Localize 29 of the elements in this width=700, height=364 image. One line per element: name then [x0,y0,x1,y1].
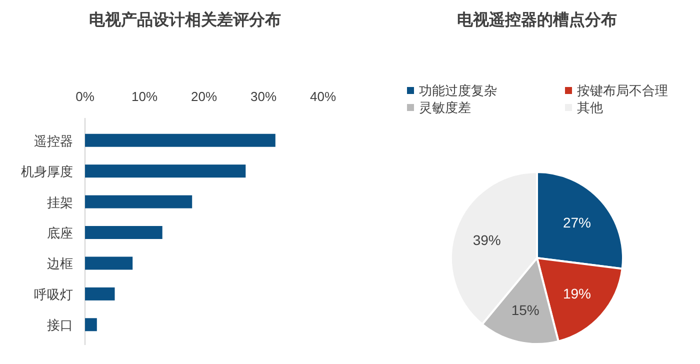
y-tick-label: 呼吸灯 [34,286,73,302]
data-label: 27% [562,214,592,231]
y-tick-label: 接口 [47,318,73,333]
legend-label: 其他 [577,100,603,115]
x-tick-label: 0% [76,89,95,104]
x-tick-label: 30% [250,89,277,104]
chart-title: 电视产品设计相关差评分布 [89,11,281,29]
x-tick-label: 20% [190,89,218,104]
bar [85,195,192,208]
bar [85,134,276,147]
data-label: 39% [472,232,501,248]
y-tick-label: 遥控器 [34,133,73,148]
chart-title: 电视遥控器的槽点分布 [457,11,617,29]
y-tick-label: 底座 [47,226,73,240]
y-tick-label: 边框 [47,256,73,272]
legend-label: 灵敏度差 [419,100,471,115]
x-tick-label: 10% [131,89,158,104]
y-tick-label: 挂架 [47,194,73,210]
bar [85,164,246,178]
y-tick-label: 机身厚度 [21,164,73,180]
legend-label: 功能过度复杂 [419,83,497,98]
data-label: 19% [562,285,592,302]
bar [85,318,97,332]
x-tick-label: 40% [310,89,336,104]
legend-label: 按键布局不合理 [577,83,668,98]
bar [85,287,115,300]
bar [85,256,133,270]
bar [85,226,162,239]
data-label: 15% [511,302,540,318]
